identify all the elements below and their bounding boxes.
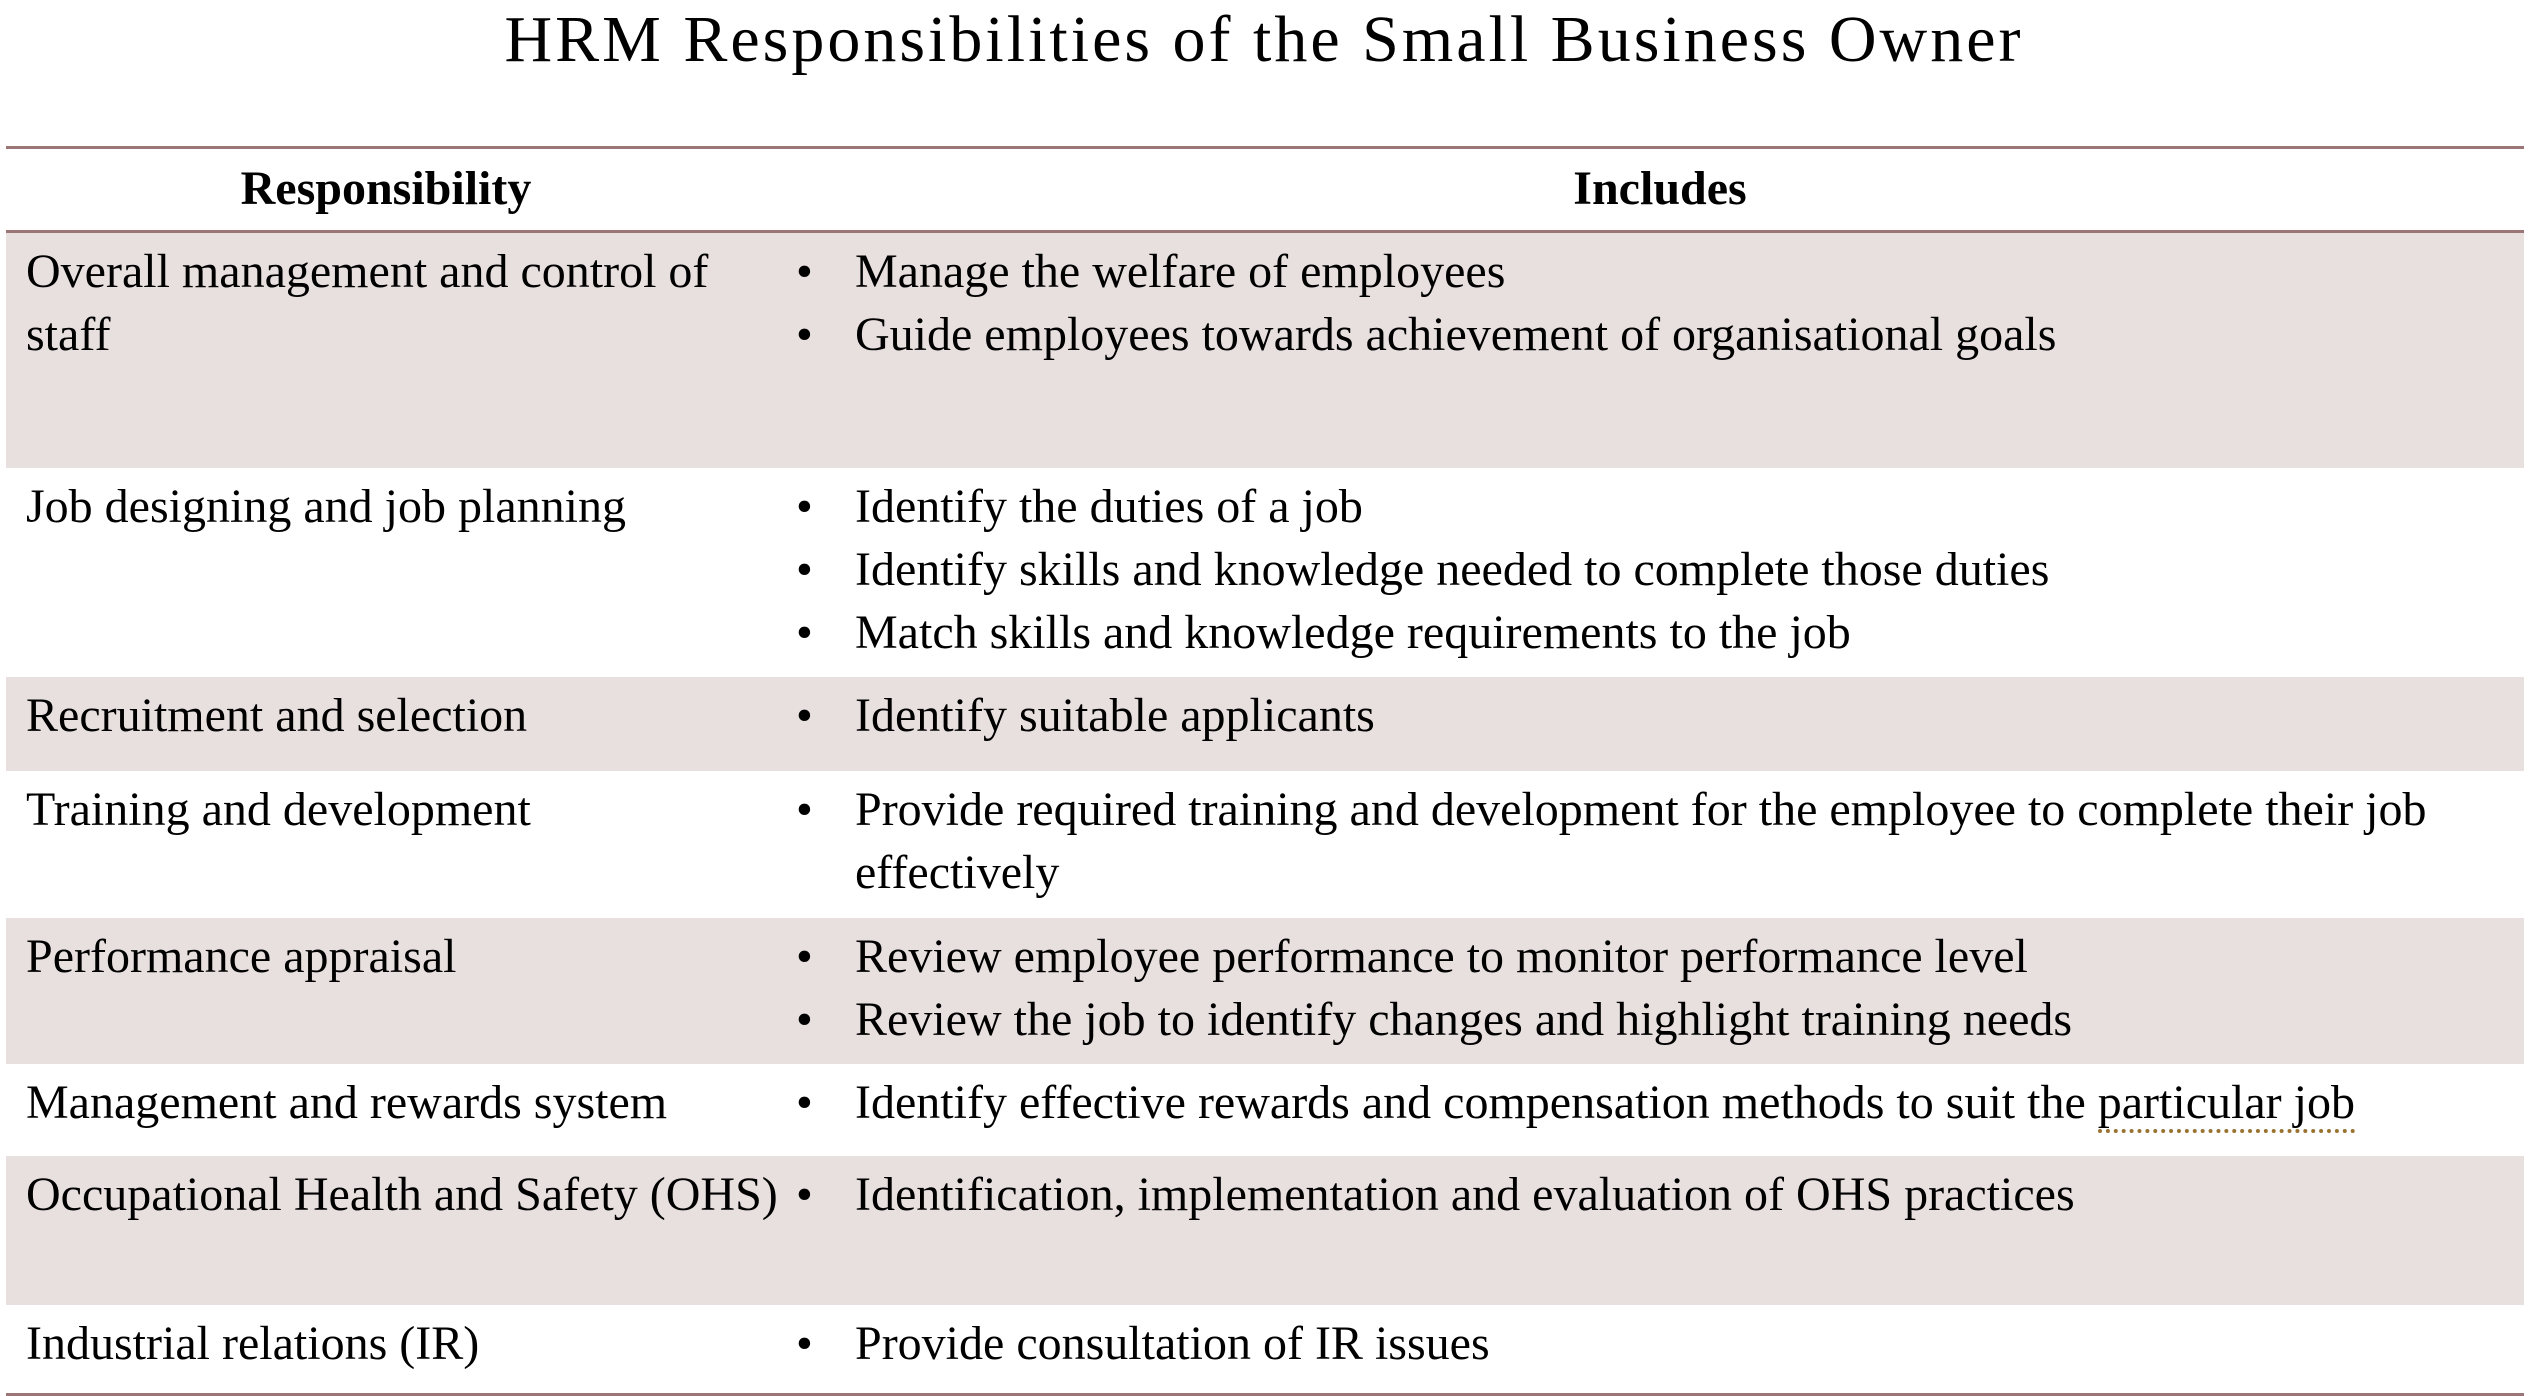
list-item: • Identification, implementation and eval… — [796, 1163, 2514, 1226]
header-includes: Includes — [1573, 162, 1747, 215]
list-item: • Provide consultation of IR issues — [796, 1312, 2514, 1375]
list-item-text: Match skills and knowledge requirements … — [855, 606, 1851, 659]
bullet-icon: • — [796, 606, 813, 659]
responsibility-cell: Job designing and job planning — [26, 480, 626, 533]
list-item-text: Manage the welfare of employees — [855, 245, 1506, 298]
bullet-icon: • — [796, 930, 813, 983]
responsibilities-table: Responsibility Includes Overall manageme… — [6, 146, 2524, 1396]
list-item-text: Identify suitable applicants — [855, 689, 1375, 742]
includes-list: • Provide required training and developme… — [796, 778, 2514, 904]
responsibility-cell: Overall management and control of staff — [26, 245, 709, 361]
responsibility-cell: Recruitment and selection — [26, 689, 528, 742]
responsibility-cell: Occupational Health and Safety (OHS) — [26, 1168, 778, 1221]
bullet-icon: • — [796, 783, 813, 836]
spellcheck-flagged-phrase[interactable]: particular job — [2097, 1076, 2355, 1133]
bullet-icon: • — [796, 543, 813, 596]
list-item-text: Guide employees towards achievement of o… — [855, 308, 2057, 361]
responsibility-cell: Performance appraisal — [26, 930, 457, 983]
includes-list: • Identify effective rewards and compensa… — [796, 1071, 2514, 1134]
list-item-text: Provide required training and developmen… — [855, 783, 2427, 899]
list-item-text: Provide consultation of IR issues — [855, 1317, 1490, 1370]
header-responsibility: Responsibility — [240, 162, 532, 215]
bullet-icon: • — [796, 1317, 813, 1370]
bullet-icon: • — [796, 1168, 813, 1221]
list-item-text: Identification, implementation and evalu… — [855, 1168, 2075, 1221]
list-item: • Review the job to identify changes and … — [796, 988, 2514, 1051]
includes-list: • Manage the welfare of employees • Guide e… — [796, 240, 2514, 366]
list-item-text: Review employee performance to monitor p… — [855, 930, 2028, 983]
list-item-text: Identify effective rewards and compensat… — [855, 1076, 2098, 1129]
responsibility-cell: Training and development — [26, 783, 531, 836]
table-row: Job designing and job planning • Identify … — [6, 468, 2524, 677]
list-item: • Identify the duties of a job — [796, 475, 2514, 538]
list-item: • Guide employees towards achievement of … — [796, 303, 2514, 366]
includes-list: • Review employee performance to monitor … — [796, 925, 2514, 1051]
table-row: Occupational Health and Safety (OHS) • Ide… — [6, 1156, 2524, 1305]
table-row: Management and rewards system • Identify e… — [6, 1064, 2524, 1156]
bullet-icon: • — [796, 993, 813, 1046]
table-row: Performance appraisal • Review employee pe… — [6, 918, 2524, 1064]
includes-list: • Identify suitable applicants — [796, 684, 2514, 747]
responsibility-cell: Management and rewards system — [26, 1076, 668, 1129]
table-row: Industrial relations (IR) • Provide consul… — [6, 1305, 2524, 1393]
table-row: Training and development • Provide require… — [6, 771, 2524, 918]
includes-list: • Provide consultation of IR issues — [796, 1312, 2514, 1375]
list-item: • Identify skills and knowledge needed to… — [796, 538, 2514, 601]
list-item: • Identify effective rewards and compensa… — [796, 1071, 2514, 1134]
bullet-icon: • — [796, 1076, 813, 1129]
includes-list: • Identify the duties of a job • Identify s… — [796, 475, 2514, 664]
list-item: • Provide required training and developme… — [796, 778, 2514, 904]
list-item: • Match skills and knowledge requirements… — [796, 601, 2514, 664]
includes-list: • Identification, implementation and eval… — [796, 1163, 2514, 1226]
list-item-text: Identify the duties of a job — [855, 480, 1363, 533]
table-row: Overall management and control of staff •… — [6, 233, 2524, 468]
bullet-icon: • — [796, 480, 813, 533]
list-item-text: Identify skills and knowledge needed to … — [855, 543, 2050, 596]
list-item: • Manage the welfare of employees — [796, 240, 2514, 303]
responsibility-cell: Industrial relations (IR) — [26, 1317, 480, 1370]
table-header: Responsibility Includes — [6, 149, 2524, 233]
bullet-icon: • — [796, 308, 813, 361]
page-title: HRM Responsibilities of the Small Busine… — [504, 3, 2024, 76]
list-item: • Review employee performance to monitor … — [796, 925, 2514, 988]
bullet-icon: • — [796, 689, 813, 742]
table-row: Recruitment and selection • Identify suita… — [6, 677, 2524, 771]
bullet-icon: • — [796, 245, 813, 298]
list-item: • Identify suitable applicants — [796, 684, 2514, 747]
list-item-text: Review the job to identify changes and h… — [855, 993, 2073, 1046]
